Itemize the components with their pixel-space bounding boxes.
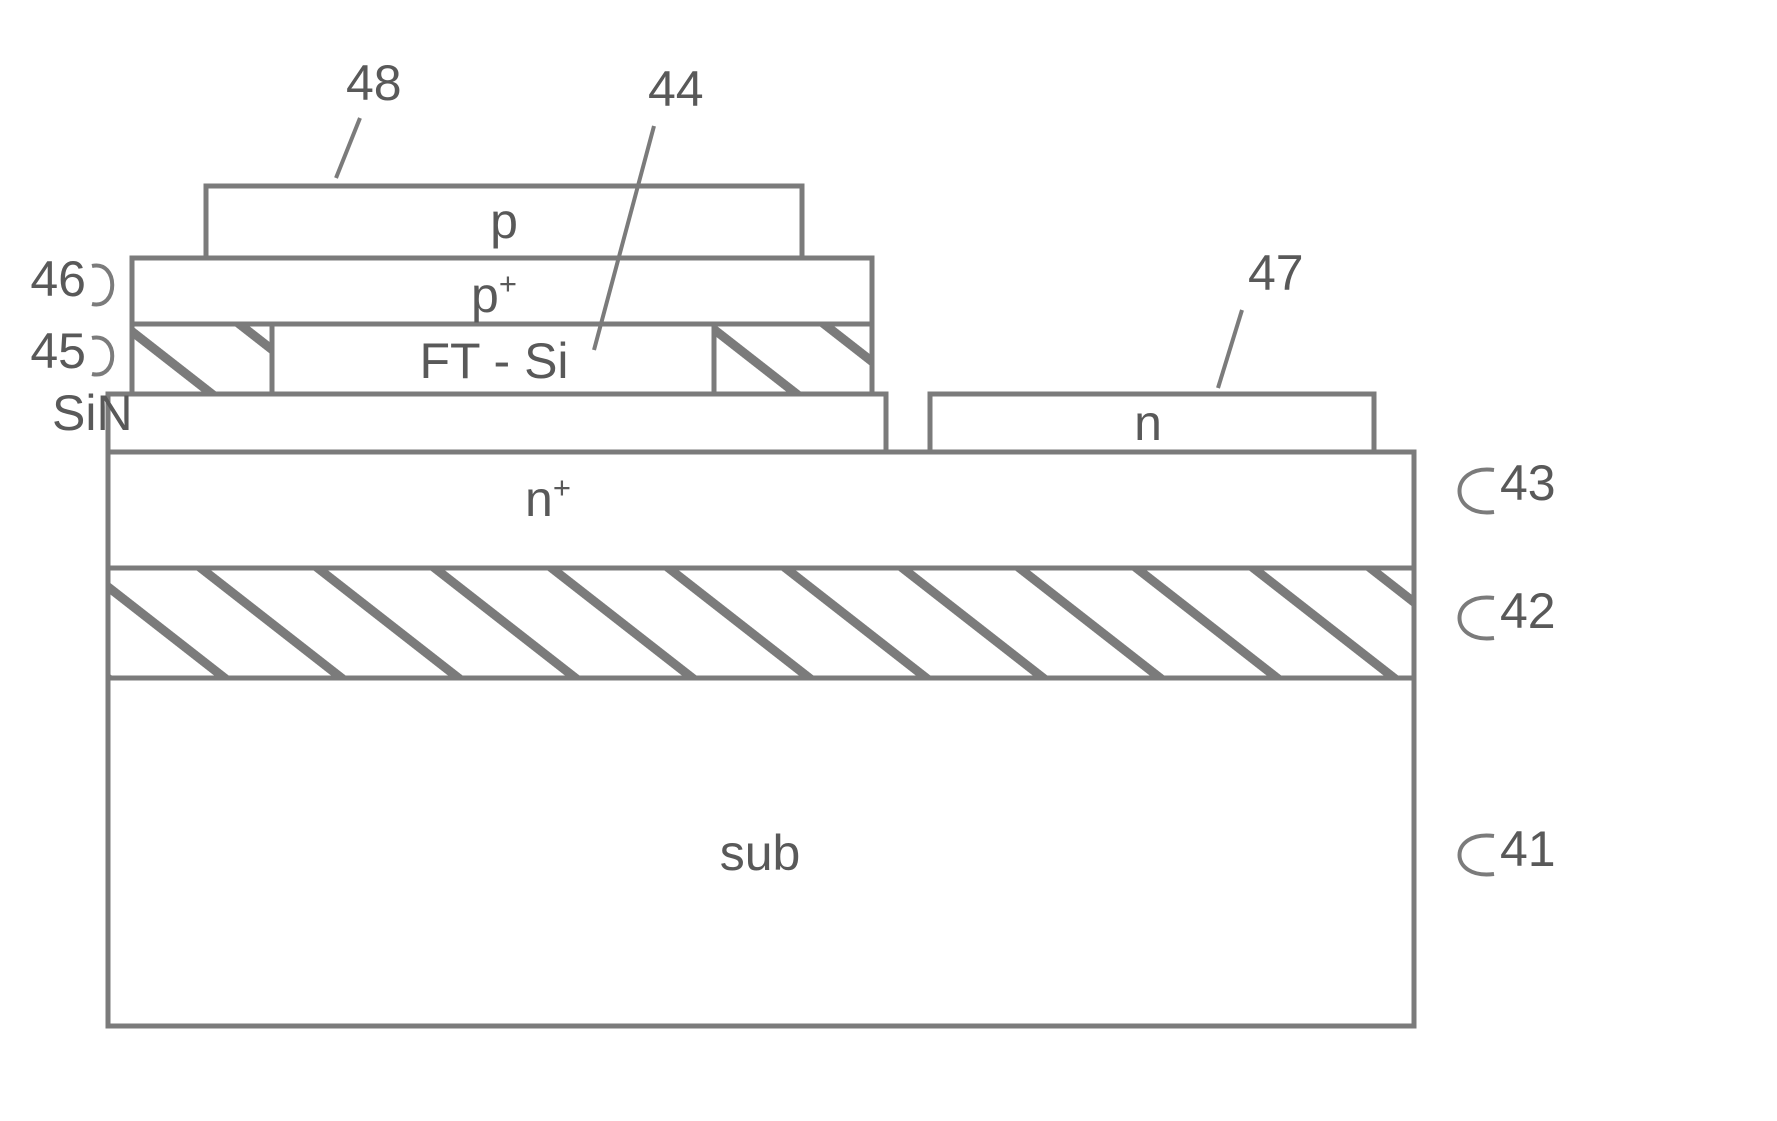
arc-43 [1460,470,1495,513]
label-44: 44 [648,61,704,117]
layer-step-shelf [108,394,886,452]
label-42: 42 [1500,583,1556,639]
ft_si-label: FT - Si [419,333,568,389]
label-48: 48 [346,55,402,111]
label-SiN: SiN [52,385,133,441]
label-47: 47 [1248,245,1304,301]
label-46: 46 [30,251,86,307]
layer-n-plus [108,452,1414,568]
label-43: 43 [1500,455,1556,511]
leader-47 [1218,310,1242,388]
layer-sin-left [132,324,272,394]
arc-46 [92,265,112,304]
p_top-label: p [490,193,518,249]
layer-42-hatched [108,568,1414,678]
leader-48 [336,118,360,178]
arc-41 [1460,835,1495,874]
label-45: 45 [30,323,86,379]
arc-45 [92,337,112,374]
label-41: 41 [1500,821,1556,877]
layer-sin-right [714,324,872,394]
arc-42 [1460,598,1495,639]
n_contact-label: n [1134,395,1162,451]
sub-label: sub [720,825,801,881]
